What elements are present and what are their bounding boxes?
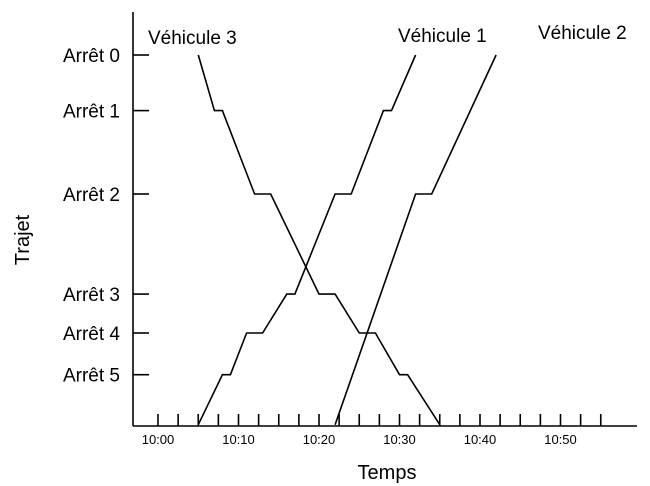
series-lines xyxy=(197,54,497,426)
axes xyxy=(132,12,637,427)
y-tick-label: Arrêt 3 xyxy=(63,285,120,306)
y-ticks: Arrêt 0 Arrêt 1 Arrêt 2 Arrêt 3 Arrêt 4 Arrêt… xyxy=(63,46,149,387)
x-tick-label: 10:20 xyxy=(303,432,336,447)
series-line-v-hicule-1 xyxy=(197,54,417,426)
series-label-v-hicule-2: Véhicule 2 xyxy=(538,23,627,44)
x-tick-label: 10:00 xyxy=(142,432,175,447)
series-label-v-hicule-1: Véhicule 1 xyxy=(398,26,487,47)
y-axis-title: Trajet xyxy=(12,214,34,265)
series-line-v-hicule-2 xyxy=(334,54,497,425)
series-line-v-hicule-3 xyxy=(197,54,441,426)
y-tick-label: Arrêt 2 xyxy=(63,185,120,206)
series-label-v-hicule-3: Véhicule 3 xyxy=(148,28,237,49)
y-tick-label: Arrêt 4 xyxy=(63,324,120,345)
x-tick-label: 10:40 xyxy=(464,432,497,447)
y-tick-label: Arrêt 1 xyxy=(63,102,120,123)
x-tick-label: 10:10 xyxy=(222,432,255,447)
x-ticks: 10:00 10:10 10:20 10:30 10:40 10:50 xyxy=(142,414,602,447)
y-tick-label: Arrêt 5 xyxy=(63,366,120,387)
y-tick-label: Arrêt 0 xyxy=(63,46,120,67)
x-tick-label: 10:30 xyxy=(383,432,416,447)
x-axis-title: Temps xyxy=(358,462,417,484)
x-tick-label: 10:50 xyxy=(544,432,577,447)
series-labels: Véhicule 1 Véhicule 2 Véhicule 3 xyxy=(148,23,627,49)
